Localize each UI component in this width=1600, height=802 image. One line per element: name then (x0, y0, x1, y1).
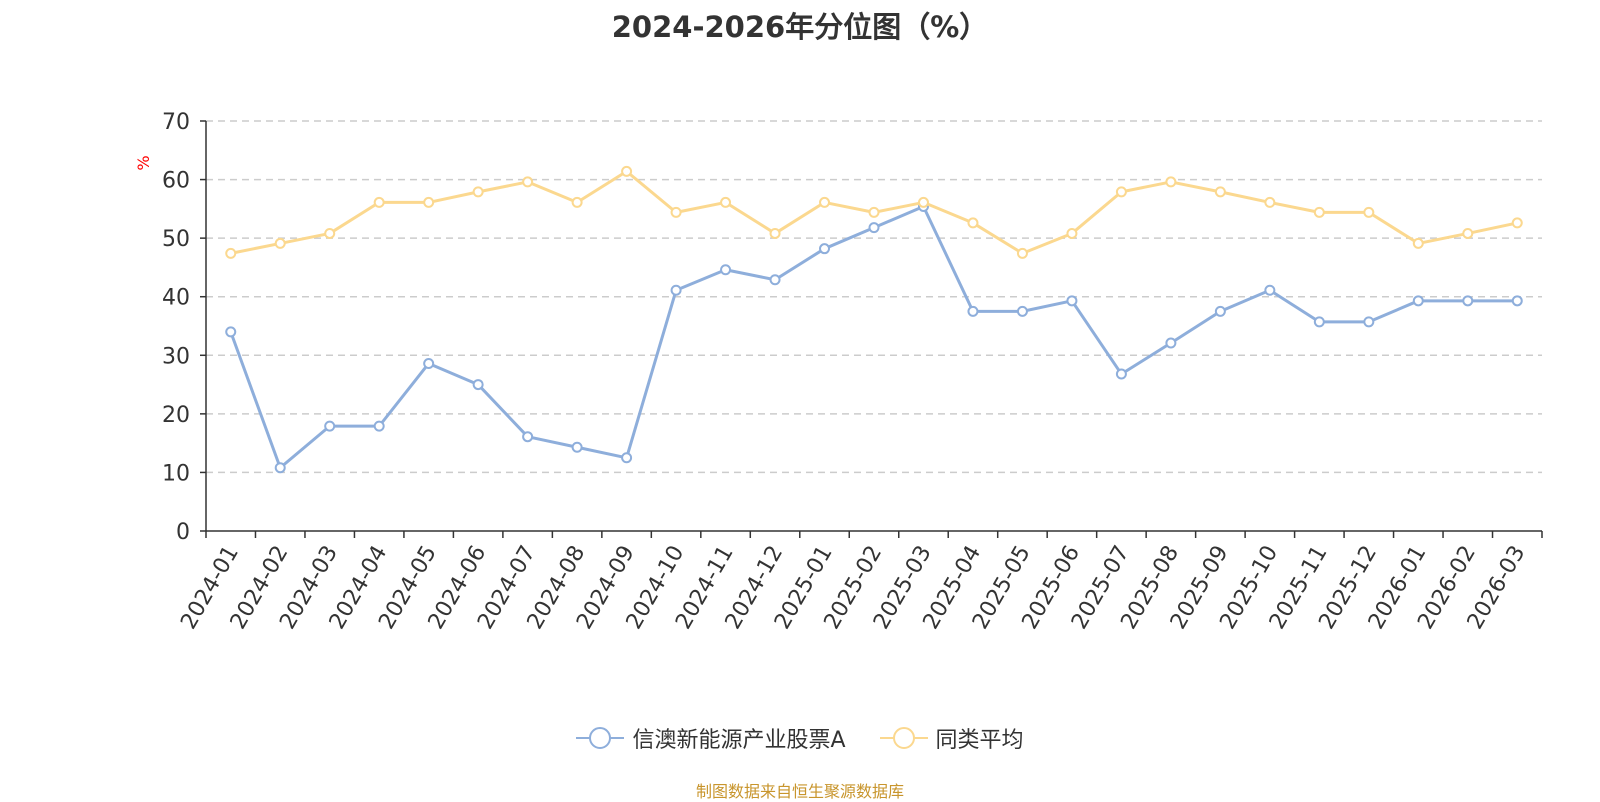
series-1-point-2025-07 (1115, 186, 1127, 198)
y-tick-label-40: 40 (162, 286, 190, 311)
legend-marker-series-1 (879, 727, 928, 749)
series-1-point-2024-03 (324, 227, 336, 239)
series-1-point-2025-09 (1214, 186, 1226, 198)
series-0-point-2025-02 (868, 222, 880, 234)
series-0-point-2026-01 (1412, 295, 1424, 307)
y-tick-label-30: 30 (162, 344, 190, 369)
y-tick-label-20: 20 (162, 403, 190, 428)
y-tick-label-50: 50 (162, 227, 190, 252)
series-layer (225, 165, 1523, 474)
series-1-point-2026-01 (1412, 237, 1424, 249)
legend-label-series-1: 同类平均 (935, 728, 1024, 753)
series-0-point-2024-12 (769, 274, 781, 286)
series-0-point-2025-11 (1313, 316, 1325, 328)
chart-title: 2024-2026年分位图（%） (611, 10, 989, 44)
series-0-point-2024-02 (274, 462, 286, 474)
series-0-point-2025-12 (1363, 316, 1375, 328)
series-0-point-2024-04 (373, 420, 385, 432)
series-1-point-2024-05 (423, 196, 435, 208)
series-1-point-2024-12 (769, 227, 781, 239)
series-0-point-2025-07 (1115, 368, 1127, 380)
y-axis-label: % (134, 155, 153, 170)
series-1-point-2024-08 (571, 196, 583, 208)
series-1-point-2025-03 (917, 196, 929, 208)
series-0-point-2025-04 (967, 305, 979, 317)
legend-label-series-0: 信澳新能源产业股票A (632, 728, 846, 753)
series-0 (225, 201, 1523, 474)
series-0-point-2024-08 (571, 441, 583, 453)
y-tick-label-60: 60 (162, 169, 190, 194)
series-1-point-2025-01 (819, 196, 831, 208)
series-0-point-2024-10 (670, 284, 682, 296)
y-tick-label-0: 0 (176, 520, 190, 545)
series-0-point-2024-11 (720, 264, 732, 276)
series-1-point-2025-05 (1016, 247, 1028, 259)
series-0-point-2025-06 (1066, 295, 1078, 307)
series-1-point-2025-10 (1264, 196, 1276, 208)
axes: 010203040506070%2024-012024-022024-03202… (134, 110, 1543, 634)
series-1-point-2025-11 (1313, 206, 1325, 218)
series-1-point-2024-09 (621, 165, 633, 177)
legend: 信澳新能源产业股票A 同类平均 (0, 722, 1600, 754)
series-0-point-2025-08 (1165, 337, 1177, 349)
legend-marker-series-0 (576, 727, 625, 749)
series-1-point-2024-02 (274, 237, 286, 249)
y-tick-label-10: 10 (162, 461, 190, 486)
series-0-point-2025-09 (1214, 305, 1226, 317)
series-1-point-2025-02 (868, 206, 880, 218)
series-1-point-2024-06 (472, 186, 484, 198)
series-1-point-2025-08 (1165, 176, 1177, 188)
series-0-point-2024-09 (621, 452, 633, 464)
source-note: 制图数据来自恒生聚源数据库 (695, 782, 904, 801)
series-1-point-2024-04 (373, 196, 385, 208)
series-1-point-2024-07 (522, 176, 534, 188)
legend-item-series-1[interactable]: 同类平均 (879, 722, 1024, 754)
legend-item-series-0[interactable]: 信澳新能源产业股票A (576, 722, 846, 754)
series-0-point-2024-06 (472, 379, 484, 391)
series-1-point-2025-06 (1066, 227, 1078, 239)
series-0-point-2024-03 (324, 420, 336, 432)
series-1-point-2024-11 (720, 196, 732, 208)
series-0-point-2025-01 (819, 243, 831, 255)
series-1-point-2025-04 (967, 217, 979, 229)
series-0-point-2025-10 (1264, 284, 1276, 296)
y-tick-label-70: 70 (162, 110, 190, 135)
grid-lines (206, 120, 1542, 474)
series-1-point-2025-12 (1363, 206, 1375, 218)
series-1-point-2026-02 (1462, 227, 1474, 239)
series-0-point-2024-01 (225, 326, 237, 338)
series-0-point-2026-02 (1462, 295, 1474, 307)
series-0-point-2026-03 (1511, 295, 1523, 307)
series-0-point-2024-05 (423, 357, 435, 369)
series-0-point-2025-05 (1016, 305, 1028, 317)
series-1-point-2024-01 (225, 247, 237, 259)
series-line-0 (229, 205, 1518, 470)
series-1 (225, 165, 1523, 259)
series-0-point-2024-07 (522, 431, 534, 443)
series-1-point-2024-10 (670, 206, 682, 218)
series-1-point-2026-03 (1511, 217, 1523, 229)
